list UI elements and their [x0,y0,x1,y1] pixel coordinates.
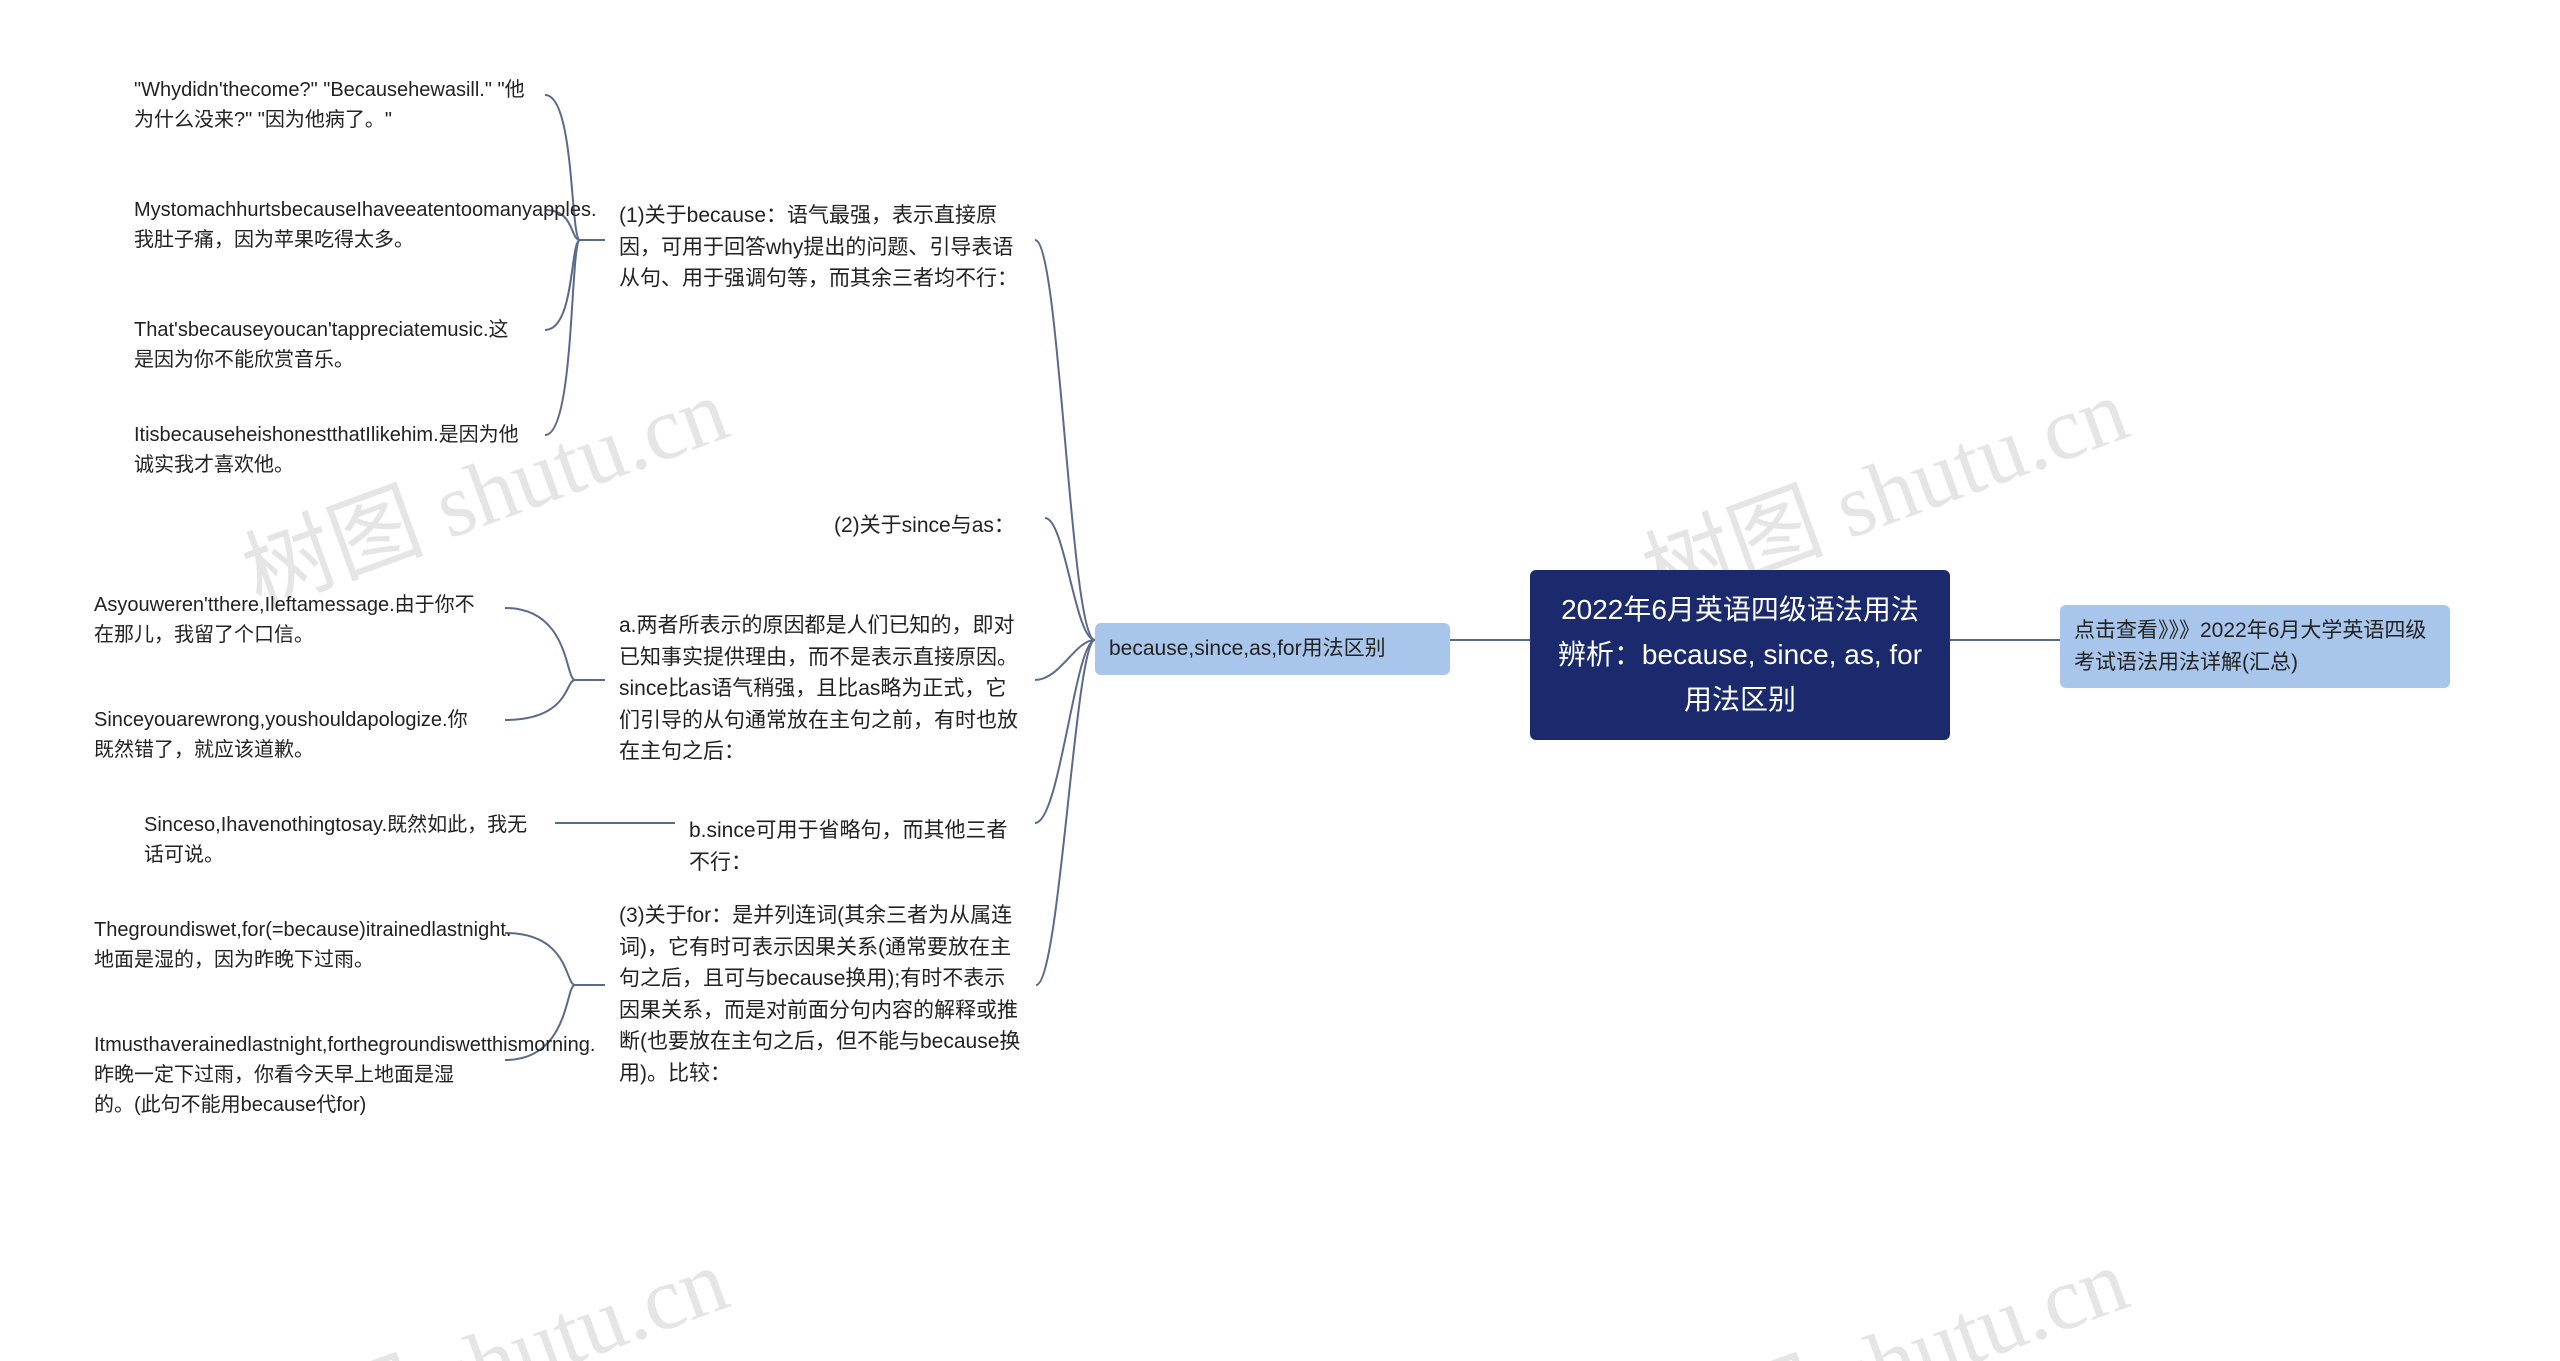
sub2b-node: b.since可用于省略句，而其他三者不行： [675,805,1035,888]
sub3-node: (3)关于for：是并列连词(其余三者为从属连词)，它有时可表示因果关系(通常要… [605,890,1035,1099]
left-branch-node: because,since,as,for用法区别 [1095,623,1450,675]
leaf: Itmusthaverainedlastnight,forthegroundis… [80,1020,500,1130]
leaf: Sinceso,Ihavenothingtosay.既然如此，我无话可说。 [130,800,550,880]
leaf: That'sbecauseyoucan'tappreciatemusic.这是因… [120,305,540,385]
leaf: Thegroundiswet,for(=because)itrainedlast… [80,905,500,985]
leaf: ItisbecauseheishonestthatIlikehim.是因为他诚实… [120,410,540,490]
root-node: 2022年6月英语四级语法用法辨析：because, since, as, fo… [1530,570,1950,740]
right-link-node[interactable]: 点击查看》》》2022年6月大学英语四级考试语法用法详解(汇总) [2060,605,2450,688]
leaf: MystomachhurtsbecauseIhaveeatentoomanyap… [120,185,540,265]
leaf: Asyouweren'tthere,Ileftamessage.由于你不在那儿，… [80,580,500,660]
sub2a-node: a.两者所表示的原因都是人们已知的，即对已知事实提供理由，而不是表示直接原因。s… [605,600,1035,778]
leaf: Sinceyouarewrong,youshouldapologize.你既然错… [80,695,500,775]
leaf: "Whydidn'thecome?" "Becausehewasill." "他… [120,65,540,145]
sub1-node: (1)关于because：语气最强，表示直接原因，可用于回答why提出的问题、引… [605,190,1035,305]
sub2-node: (2)关于since与as： [820,500,1045,552]
